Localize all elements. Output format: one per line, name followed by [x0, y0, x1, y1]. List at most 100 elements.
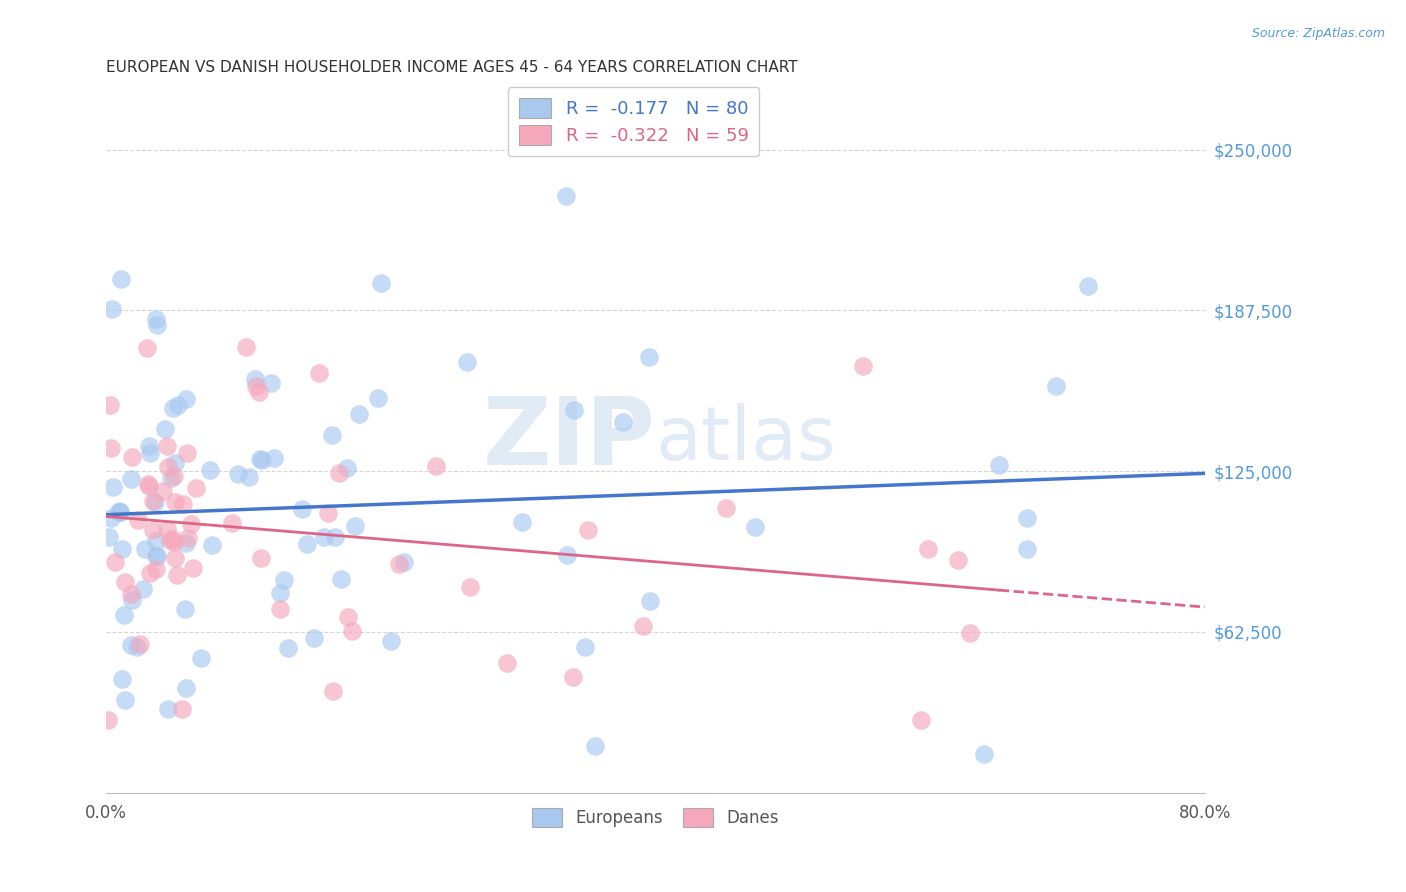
Point — [245, 379, 267, 393]
Point — [344, 518, 367, 533]
Point — [112, 607, 135, 622]
Point — [136, 341, 159, 355]
Point — [139, 566, 162, 580]
Point — [574, 640, 596, 654]
Point — [170, 702, 193, 716]
Point — [198, 463, 221, 477]
Point — [172, 497, 194, 511]
Point — [638, 350, 661, 364]
Point — [744, 520, 766, 534]
Point — [128, 637, 150, 651]
Point — [110, 272, 132, 286]
Point — [1017, 511, 1039, 525]
Point — [510, 516, 533, 530]
Point — [145, 549, 167, 563]
Point — [120, 638, 142, 652]
Point — [583, 739, 606, 754]
Point — [143, 495, 166, 509]
Point — [336, 610, 359, 624]
Point — [142, 523, 165, 537]
Point — [104, 555, 127, 569]
Point — [1077, 279, 1099, 293]
Point — [177, 531, 200, 545]
Point — [238, 470, 260, 484]
Point — [323, 530, 346, 544]
Point — [180, 516, 202, 531]
Point — [631, 619, 654, 633]
Point — [162, 401, 184, 415]
Point — [959, 625, 981, 640]
Point — [576, 523, 599, 537]
Point — [250, 550, 273, 565]
Point — [174, 681, 197, 696]
Point — [121, 593, 143, 607]
Point — [314, 530, 336, 544]
Point — [221, 516, 243, 530]
Point — [388, 557, 411, 571]
Point — [153, 422, 176, 436]
Point — [392, 555, 415, 569]
Point — [302, 631, 325, 645]
Point — [1045, 379, 1067, 393]
Point — [328, 466, 350, 480]
Point — [145, 311, 167, 326]
Point — [108, 504, 131, 518]
Point — [555, 189, 578, 203]
Point — [111, 542, 134, 557]
Point — [342, 624, 364, 639]
Point — [349, 408, 371, 422]
Point — [367, 391, 389, 405]
Point — [156, 440, 179, 454]
Point — [243, 372, 266, 386]
Point — [948, 553, 970, 567]
Point — [166, 568, 188, 582]
Point — [134, 541, 156, 556]
Point — [917, 541, 939, 556]
Point — [152, 484, 174, 499]
Point — [110, 505, 132, 519]
Point — [330, 573, 353, 587]
Point — [138, 479, 160, 493]
Point — [97, 713, 120, 727]
Point — [181, 561, 204, 575]
Point — [295, 537, 318, 551]
Point — [562, 670, 585, 684]
Point — [316, 506, 339, 520]
Point — [101, 301, 124, 316]
Point — [131, 582, 153, 597]
Text: EUROPEAN VS DANISH HOUSEHOLDER INCOME AGES 45 - 64 YEARS CORRELATION CHART: EUROPEAN VS DANISH HOUSEHOLDER INCOME AG… — [107, 60, 797, 75]
Point — [162, 468, 184, 483]
Point — [250, 453, 273, 467]
Point — [163, 551, 186, 566]
Point — [291, 501, 314, 516]
Point — [114, 575, 136, 590]
Point — [120, 587, 142, 601]
Point — [176, 445, 198, 459]
Point — [156, 522, 179, 536]
Point — [163, 535, 186, 549]
Point — [98, 398, 121, 412]
Point — [160, 471, 183, 485]
Point — [456, 355, 478, 369]
Point — [138, 439, 160, 453]
Point — [101, 480, 124, 494]
Point — [136, 477, 159, 491]
Point — [145, 562, 167, 576]
Point — [235, 340, 257, 354]
Legend: Europeans, Danes: Europeans, Danes — [526, 802, 786, 834]
Point — [336, 461, 359, 475]
Point — [120, 472, 142, 486]
Point — [141, 494, 163, 508]
Point — [380, 634, 402, 648]
Point — [165, 457, 187, 471]
Point — [1015, 542, 1038, 557]
Point — [612, 416, 634, 430]
Point — [263, 450, 285, 465]
Text: atlas: atlas — [655, 402, 837, 475]
Point — [277, 640, 299, 655]
Point — [174, 536, 197, 550]
Point — [249, 451, 271, 466]
Point — [851, 359, 873, 373]
Point — [226, 467, 249, 481]
Point — [562, 403, 585, 417]
